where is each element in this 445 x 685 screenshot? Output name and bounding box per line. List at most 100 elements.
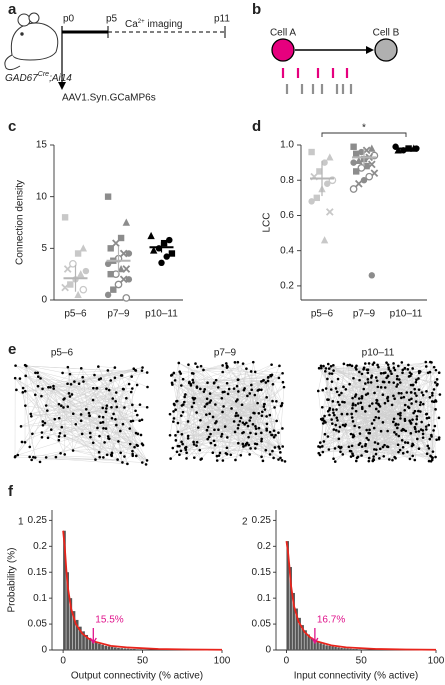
node bbox=[183, 395, 186, 399]
edge bbox=[109, 438, 113, 454]
x-axis-label: Input connectivity (% active) bbox=[294, 671, 419, 682]
node bbox=[223, 425, 227, 428]
edge bbox=[318, 368, 375, 450]
node bbox=[206, 381, 209, 385]
node bbox=[324, 369, 327, 373]
node bbox=[247, 435, 250, 439]
y-tick-label: 0.05 bbox=[28, 619, 48, 630]
node bbox=[222, 405, 225, 408]
edge bbox=[64, 435, 100, 453]
edge bbox=[37, 386, 134, 422]
node bbox=[346, 363, 349, 367]
edge bbox=[110, 372, 148, 381]
y-tick-label: 0 bbox=[41, 645, 47, 656]
imaging-rest: imaging bbox=[145, 19, 183, 30]
node bbox=[246, 394, 249, 398]
node bbox=[393, 431, 396, 434]
bar bbox=[334, 646, 337, 650]
edge bbox=[98, 411, 107, 453]
x-tick-label: p7–9 bbox=[107, 309, 130, 320]
edge bbox=[203, 369, 269, 378]
node bbox=[357, 443, 361, 447]
node bbox=[170, 381, 174, 385]
node bbox=[107, 437, 110, 440]
node bbox=[236, 414, 240, 417]
node bbox=[238, 419, 242, 423]
edge bbox=[50, 387, 60, 405]
edge bbox=[180, 407, 275, 451]
bar bbox=[295, 608, 298, 650]
node bbox=[401, 371, 404, 375]
node bbox=[328, 372, 331, 375]
panel-letter: a bbox=[8, 1, 17, 18]
point bbox=[350, 143, 357, 150]
edge bbox=[98, 424, 124, 453]
y-tick-label: 0.2 bbox=[33, 541, 47, 552]
node bbox=[360, 445, 364, 448]
node bbox=[334, 387, 338, 390]
node bbox=[133, 445, 136, 449]
node bbox=[241, 442, 245, 446]
node bbox=[342, 385, 345, 389]
node bbox=[211, 415, 215, 419]
node bbox=[225, 446, 229, 450]
node bbox=[424, 425, 428, 428]
node bbox=[362, 387, 366, 391]
node bbox=[236, 441, 240, 445]
node bbox=[99, 421, 102, 425]
x-tick-label: p5–6 bbox=[311, 309, 334, 320]
node bbox=[120, 374, 124, 377]
node bbox=[146, 385, 149, 389]
edge bbox=[352, 398, 367, 431]
node bbox=[212, 381, 216, 384]
y-tick-label: 0.6 bbox=[280, 210, 294, 221]
node bbox=[399, 381, 402, 384]
y-tick-label: 0.2 bbox=[280, 281, 294, 292]
node bbox=[233, 361, 237, 364]
point bbox=[61, 214, 69, 221]
node bbox=[408, 457, 412, 461]
edge bbox=[352, 453, 374, 461]
fit-line bbox=[62, 530, 223, 651]
node bbox=[375, 399, 379, 402]
node bbox=[139, 433, 143, 437]
edge bbox=[214, 404, 265, 430]
node bbox=[355, 456, 359, 460]
node bbox=[427, 416, 431, 419]
node bbox=[183, 400, 186, 404]
node bbox=[433, 381, 437, 384]
node bbox=[109, 379, 113, 382]
node bbox=[88, 414, 91, 417]
node bbox=[249, 416, 252, 419]
bar bbox=[349, 648, 352, 650]
node bbox=[208, 392, 212, 395]
edge bbox=[122, 453, 133, 463]
node bbox=[251, 360, 255, 364]
node bbox=[268, 453, 272, 456]
point bbox=[363, 162, 370, 170]
node bbox=[67, 392, 71, 395]
node bbox=[381, 445, 385, 449]
node bbox=[392, 362, 395, 365]
node bbox=[341, 400, 344, 404]
node bbox=[357, 397, 361, 400]
edge bbox=[338, 363, 345, 432]
node bbox=[331, 400, 335, 403]
node bbox=[367, 438, 370, 442]
node bbox=[281, 445, 285, 448]
node bbox=[241, 431, 244, 435]
edge bbox=[64, 374, 71, 436]
edge bbox=[174, 380, 186, 448]
node bbox=[208, 412, 211, 416]
node bbox=[251, 422, 255, 426]
node bbox=[336, 418, 339, 422]
node bbox=[23, 389, 27, 393]
edge bbox=[50, 387, 74, 414]
node bbox=[392, 381, 396, 384]
node bbox=[375, 401, 378, 405]
edge bbox=[30, 396, 42, 415]
node bbox=[377, 365, 380, 369]
edge bbox=[38, 376, 74, 451]
node bbox=[417, 371, 421, 375]
node bbox=[351, 403, 355, 407]
